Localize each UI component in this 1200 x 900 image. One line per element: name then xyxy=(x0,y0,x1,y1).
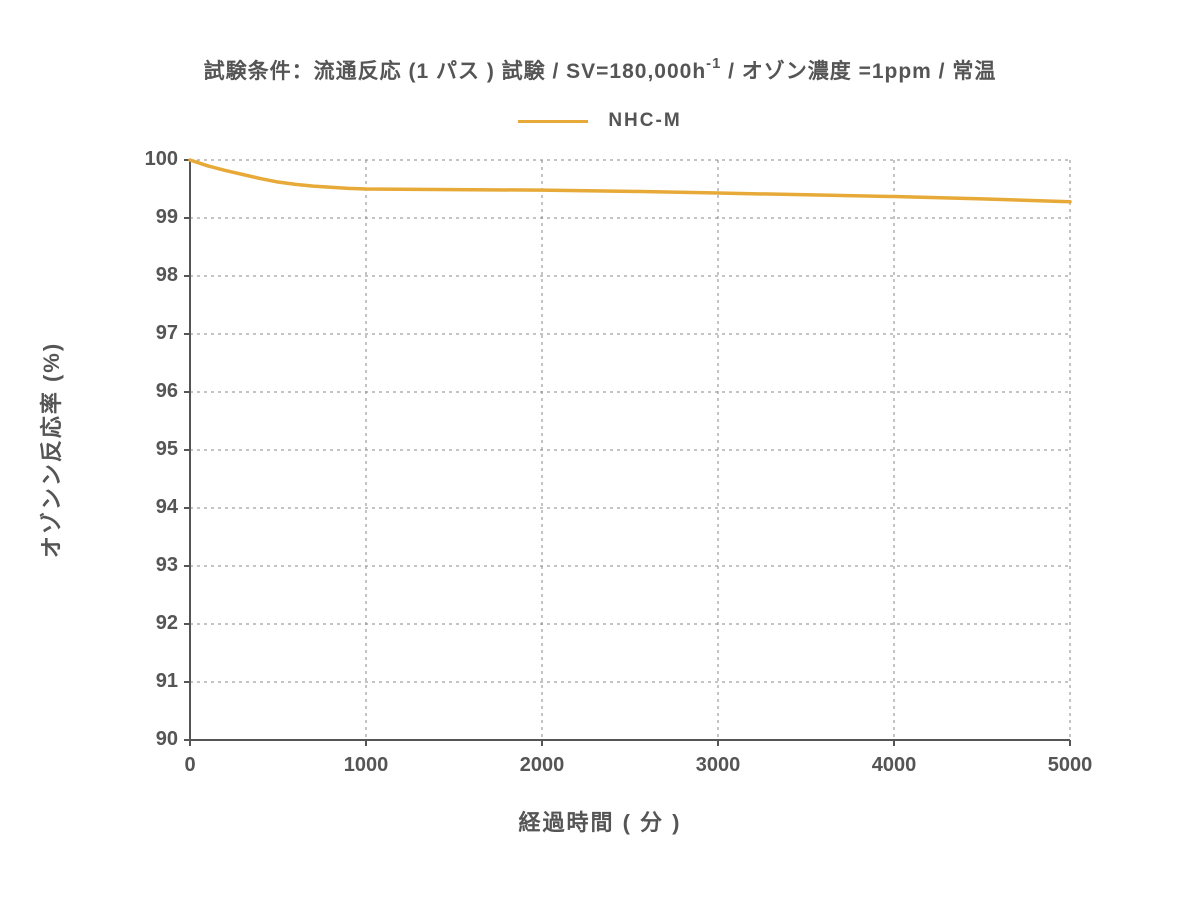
xtick-label: 4000 xyxy=(854,754,934,777)
ytick-label: 91 xyxy=(128,670,178,693)
ytick-label: 97 xyxy=(128,322,178,345)
plot-area xyxy=(190,160,1070,740)
ytick-label: 94 xyxy=(128,496,178,519)
ytick-label: 92 xyxy=(128,612,178,635)
chart-title: 試験条件：流通反応 (1 パス ) 試験 / SV=180,000h-1 / オ… xyxy=(0,55,1200,85)
ytick-label: 100 xyxy=(128,148,178,171)
xtick-label: 1000 xyxy=(326,754,406,777)
ytick-label: 93 xyxy=(128,554,178,577)
ytick-label: 95 xyxy=(128,438,178,461)
legend: NHC-M xyxy=(0,110,1200,132)
legend-label: NHC-M xyxy=(608,110,681,132)
ytick-label: 96 xyxy=(128,380,178,403)
xtick-label: 0 xyxy=(150,754,230,777)
title-post: / オゾン濃度 =1ppm / 常温 xyxy=(721,60,996,83)
chart-container: 試験条件：流通反応 (1 パス ) 試験 / SV=180,000h-1 / オ… xyxy=(0,0,1200,900)
xtick-label: 3000 xyxy=(678,754,758,777)
ytick-label: 99 xyxy=(128,206,178,229)
title-superscript: -1 xyxy=(706,56,721,72)
ytick-label: 98 xyxy=(128,264,178,287)
legend-swatch xyxy=(518,120,588,123)
y-axis-label: オゾンン反応率 (%) xyxy=(34,342,66,558)
xtick-label: 2000 xyxy=(502,754,582,777)
title-pre: 試験条件：流通反応 (1 パス ) 試験 / SV=180,000h xyxy=(204,60,707,83)
ytick-label: 90 xyxy=(128,728,178,751)
xtick-label: 5000 xyxy=(1030,754,1110,777)
x-axis-label: 経過時間 ( 分 ) xyxy=(0,805,1200,837)
